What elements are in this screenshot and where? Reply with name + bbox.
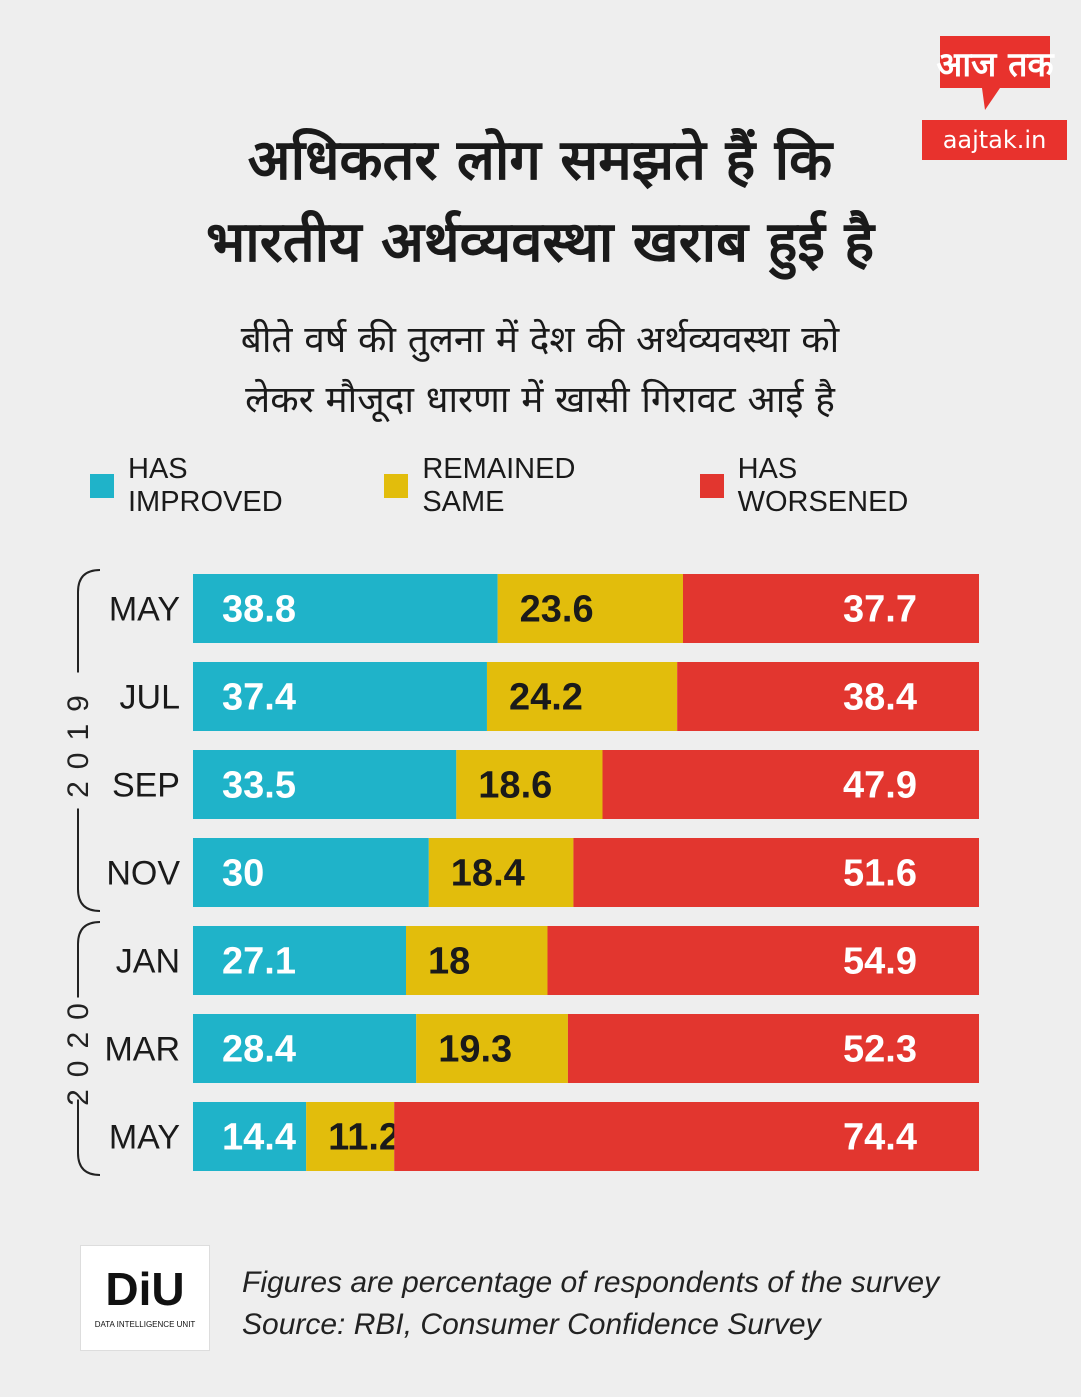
aajtak-logo: आज तक aajtak.in (922, 28, 1067, 160)
year-bracket-bottom (77, 1099, 101, 1176)
data-label: 24.2 (509, 677, 583, 719)
data-label: 18 (428, 941, 470, 983)
year-bracket-top (77, 569, 101, 673)
year-bracket-bottom (77, 808, 101, 912)
bar-segment (573, 838, 979, 907)
footnote-line-1: Figures are percentage of respondents of… (242, 1266, 940, 1299)
bar-segment (193, 574, 498, 643)
data-label: 54.9 (843, 941, 917, 983)
aajtak-logo-badge: आज तक (936, 36, 1056, 110)
year-group-label: 2019 (62, 683, 95, 798)
legend-swatch-worsened (699, 474, 724, 498)
bar-segment (497, 574, 683, 643)
diu-logo-subtitle: DATA INTELLIGENCE UNIT (94, 1320, 196, 1329)
data-label: 74.4 (843, 1117, 917, 1159)
data-label: 47.9 (843, 765, 917, 807)
category-label: NOV (106, 855, 180, 893)
bar-segment (682, 574, 979, 643)
category-label: MAR (104, 1031, 180, 1069)
data-label: 11.2 (328, 1117, 400, 1159)
bar-segment (193, 838, 429, 907)
bar-segment (193, 1102, 307, 1171)
bar-segment (306, 1102, 395, 1171)
year-group-label: 2020 (62, 991, 95, 1106)
bar-segment (394, 1102, 979, 1171)
data-label: 28.4 (222, 1029, 296, 1071)
data-label: 38.8 (222, 589, 296, 631)
year-bracket-top (77, 921, 101, 998)
legend-swatch-improved (90, 474, 114, 498)
subtitle-line-2: लेकर मौजूदा धारणा में खासी गिरावट आई है (245, 378, 835, 421)
legend-item-worsened: HAS WORSENED (699, 453, 976, 519)
bar-segment (428, 838, 574, 907)
data-label: 37.7 (843, 589, 917, 631)
category-label: JAN (116, 943, 180, 981)
diu-logo: DiU DATA INTELLIGENCE UNIT (80, 1245, 210, 1351)
footnote-line-2: Source: RBI, Consumer Confidence Survey (242, 1308, 821, 1341)
category-label: MAY (109, 591, 180, 629)
category-label: SEP (112, 767, 180, 805)
data-label: 23.6 (520, 589, 594, 631)
data-label: 52.3 (843, 1029, 917, 1071)
data-label: 27.1 (222, 941, 296, 983)
bar-segment (602, 750, 979, 819)
legend-label-worsened: HAS WORSENED (737, 453, 909, 518)
legend-item-improved: HAS IMPROVED (90, 453, 350, 519)
legend-swatch-same (384, 474, 409, 498)
data-label: 19.3 (438, 1029, 512, 1071)
data-label: 33.5 (222, 765, 296, 807)
bar-segment (416, 1014, 568, 1083)
bar-segment (193, 1014, 417, 1083)
category-label: JUL (120, 679, 180, 717)
data-label: 18.6 (478, 765, 552, 807)
title-line-2: भारतीय अर्थव्यवस्था खराब हुई है (205, 210, 875, 275)
page-title: अधिकतर लोग समझते हैं कि भारतीय अर्थव्यवस… (60, 120, 1020, 284)
bar-segment (567, 1014, 979, 1083)
legend-label-improved: HAS IMPROVED (128, 453, 283, 518)
footnote: Figures are percentage of respondents of… (242, 1262, 1022, 1346)
category-label: MAY (109, 1119, 180, 1157)
aajtak-logo-hindi: आज तक (936, 45, 1055, 85)
data-label: 38.4 (843, 677, 917, 719)
data-label: 30 (222, 853, 264, 895)
bar-segment (486, 662, 678, 731)
bar-segment (193, 926, 407, 995)
page-subtitle: बीते वर्ष की तुलना में देश की अर्थव्यवस्… (70, 310, 1010, 430)
data-label: 18.4 (451, 853, 525, 895)
aajtak-url: aajtak.in (922, 120, 1067, 160)
bar-segment (406, 926, 548, 995)
data-label: 51.6 (843, 853, 917, 895)
data-label: 37.4 (222, 677, 296, 719)
chart-legend: HAS IMPROVED REMAINED SAME HAS WORSENED (90, 453, 1010, 518)
bar-segment (193, 662, 487, 731)
title-line-1: अधिकतर लोग समझते हैं कि (247, 128, 833, 193)
diu-logo-letters: DiU (105, 1263, 185, 1315)
bar-segment (456, 750, 603, 819)
bar-segment (193, 750, 457, 819)
bar-segment (677, 662, 979, 731)
subtitle-line-1: बीते वर्ष की तुलना में देश की अर्थव्यवस्… (240, 318, 840, 361)
legend-item-same: REMAINED SAME (384, 453, 665, 519)
legend-label-same: REMAINED SAME (422, 453, 576, 518)
bar-segment (547, 926, 979, 995)
data-label: 14.4 (222, 1117, 296, 1159)
